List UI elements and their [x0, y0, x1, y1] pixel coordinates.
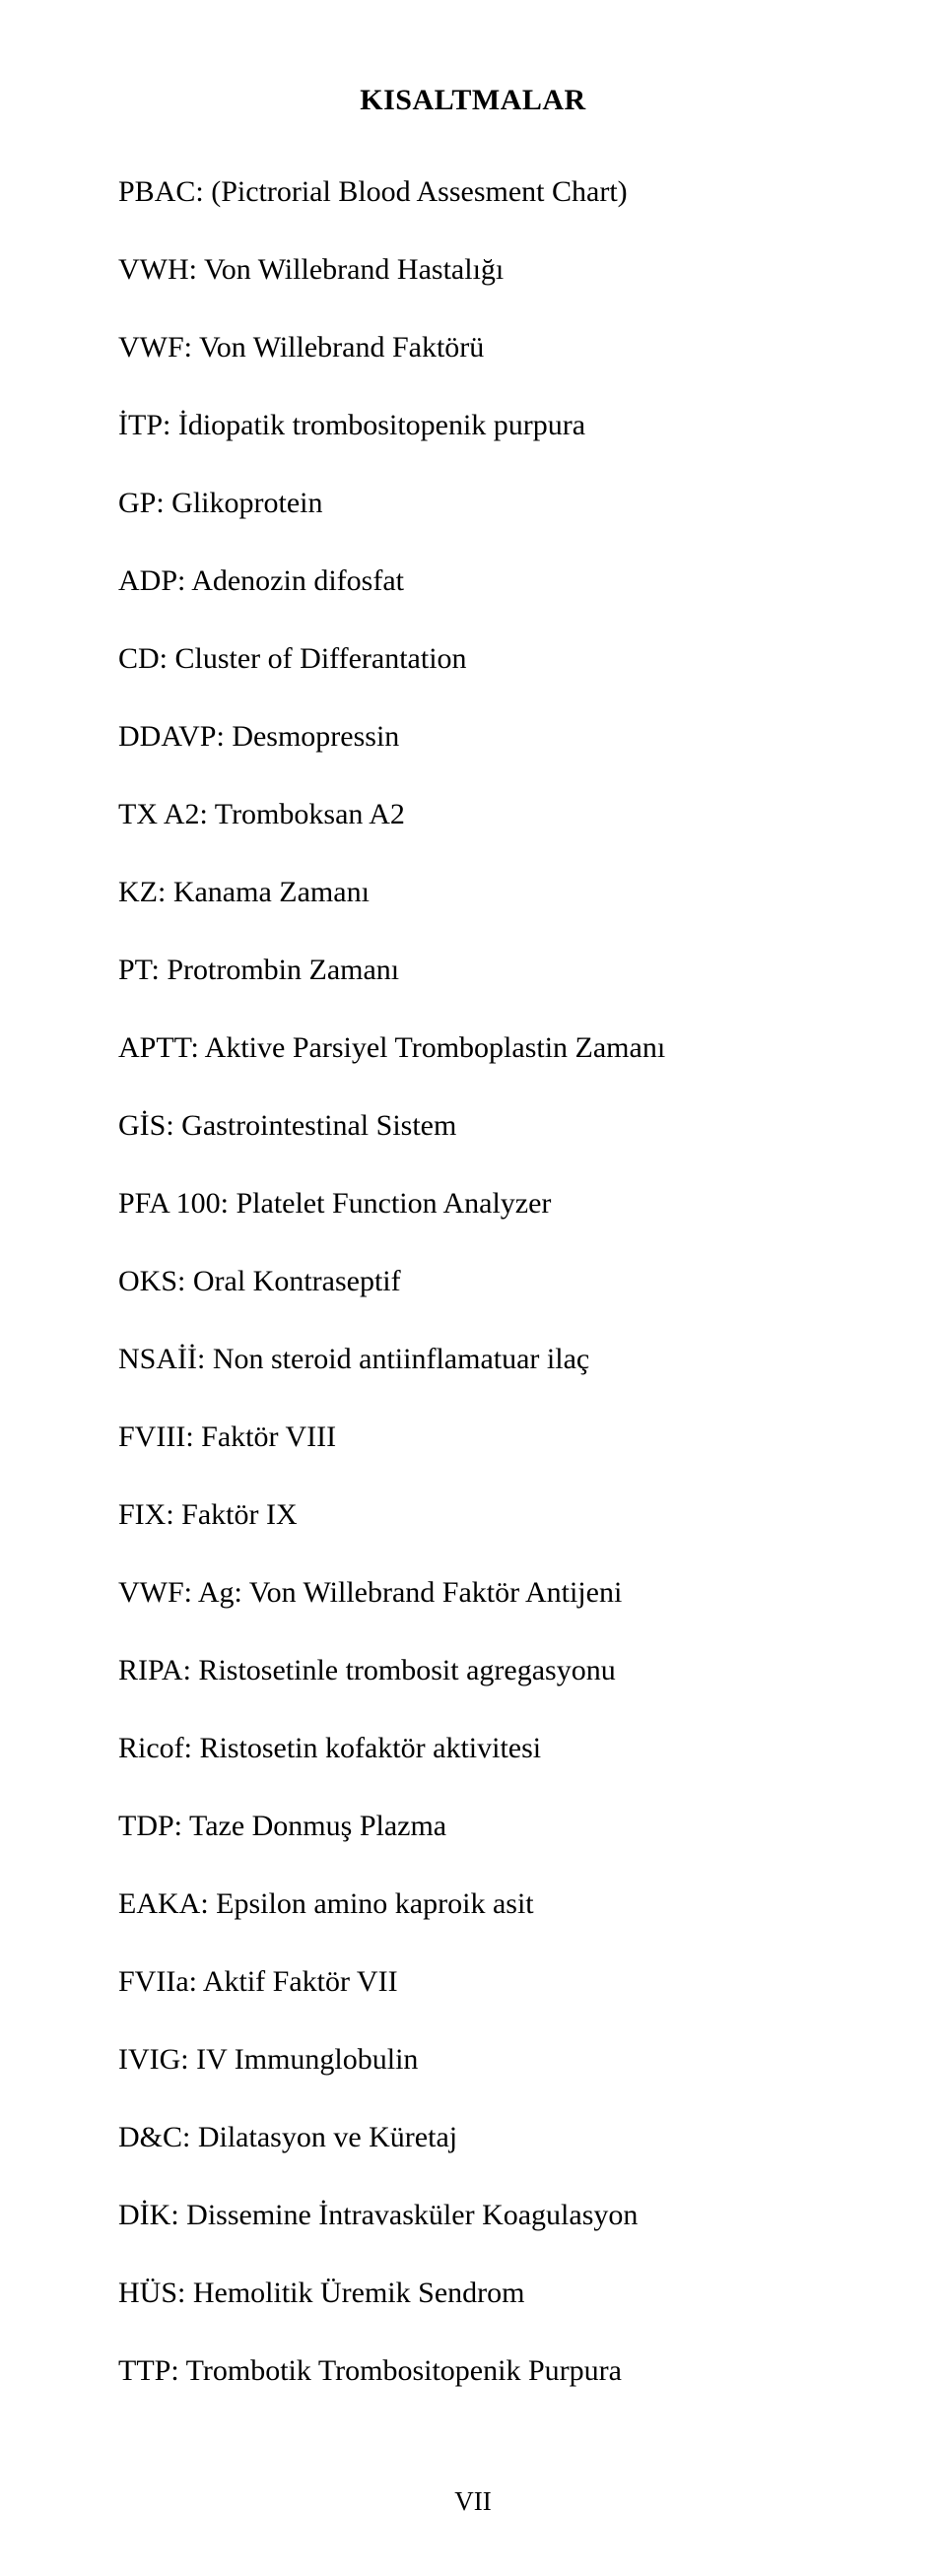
abbreviation-line: HÜS: Hemolitik Üremik Sendrom — [118, 2274, 828, 2312]
abbreviation-line: NSAİİ: Non steroid antiinflamatuar ilaç — [118, 1340, 828, 1378]
abbreviation-line: PBAC: (Pictrorial Blood Assesment Chart) — [118, 172, 828, 211]
abbreviation-line: FVIIa: Aktif Faktör VII — [118, 1962, 828, 2001]
abbreviation-line: DDAVP: Desmopressin — [118, 717, 828, 756]
abbreviation-line: RIPA: Ristosetinle trombosit agregasyonu — [118, 1651, 828, 1689]
abbreviation-line: IVIG: IV Immunglobulin — [118, 2040, 828, 2079]
abbreviation-line: APTT: Aktive Parsiyel Tromboplastin Zama… — [118, 1028, 828, 1067]
abbreviation-line: TX A2: Tromboksan A2 — [118, 795, 828, 833]
abbreviation-line: PT: Protrombin Zamanı — [118, 951, 828, 989]
abbreviation-line: DİK: Dissemine İntravasküler Koagulasyon — [118, 2196, 828, 2234]
abbreviation-line: TDP: Taze Donmuş Plazma — [118, 1807, 828, 1845]
page-title: KISALTMALAR — [118, 84, 828, 117]
abbreviation-line: ADP: Adenozin difosfat — [118, 561, 828, 600]
abbreviation-line: KZ: Kanama Zamanı — [118, 873, 828, 911]
abbreviation-line: PFA 100: Platelet Function Analyzer — [118, 1184, 828, 1222]
abbreviation-line: FVIII: Faktör VIII — [118, 1418, 828, 1456]
abbreviation-line: GİS: Gastrointestinal Sistem — [118, 1106, 828, 1145]
abbreviation-line: VWF: Ag: Von Willebrand Faktör Antijeni — [118, 1573, 828, 1612]
abbreviation-line: VWF: Von Willebrand Faktörü — [118, 328, 828, 366]
abbreviation-line: CD: Cluster of Differantation — [118, 639, 828, 678]
abbreviation-line: İTP: İdiopatik trombositopenik purpura — [118, 406, 828, 444]
abbreviation-line: VWH: Von Willebrand Hastalığı — [118, 250, 828, 289]
abbreviation-line: EAKA: Epsilon amino kaproik asit — [118, 1884, 828, 1923]
abbreviation-line: Ricof: Ristosetin kofaktör aktivitesi — [118, 1729, 828, 1767]
abbreviation-line: D&C: Dilatasyon ve Küretaj — [118, 2118, 828, 2156]
abbreviation-line: TTP: Trombotik Trombositopenik Purpura — [118, 2351, 828, 2390]
abbreviation-line: GP: Glikoprotein — [118, 484, 828, 522]
abbreviation-list: PBAC: (Pictrorial Blood Assesment Chart)… — [118, 172, 828, 2390]
abbreviation-line: OKS: Oral Kontraseptif — [118, 1262, 828, 1300]
page-number: VII — [0, 2486, 946, 2517]
abbreviation-line: FIX: Faktör IX — [118, 1495, 828, 1534]
